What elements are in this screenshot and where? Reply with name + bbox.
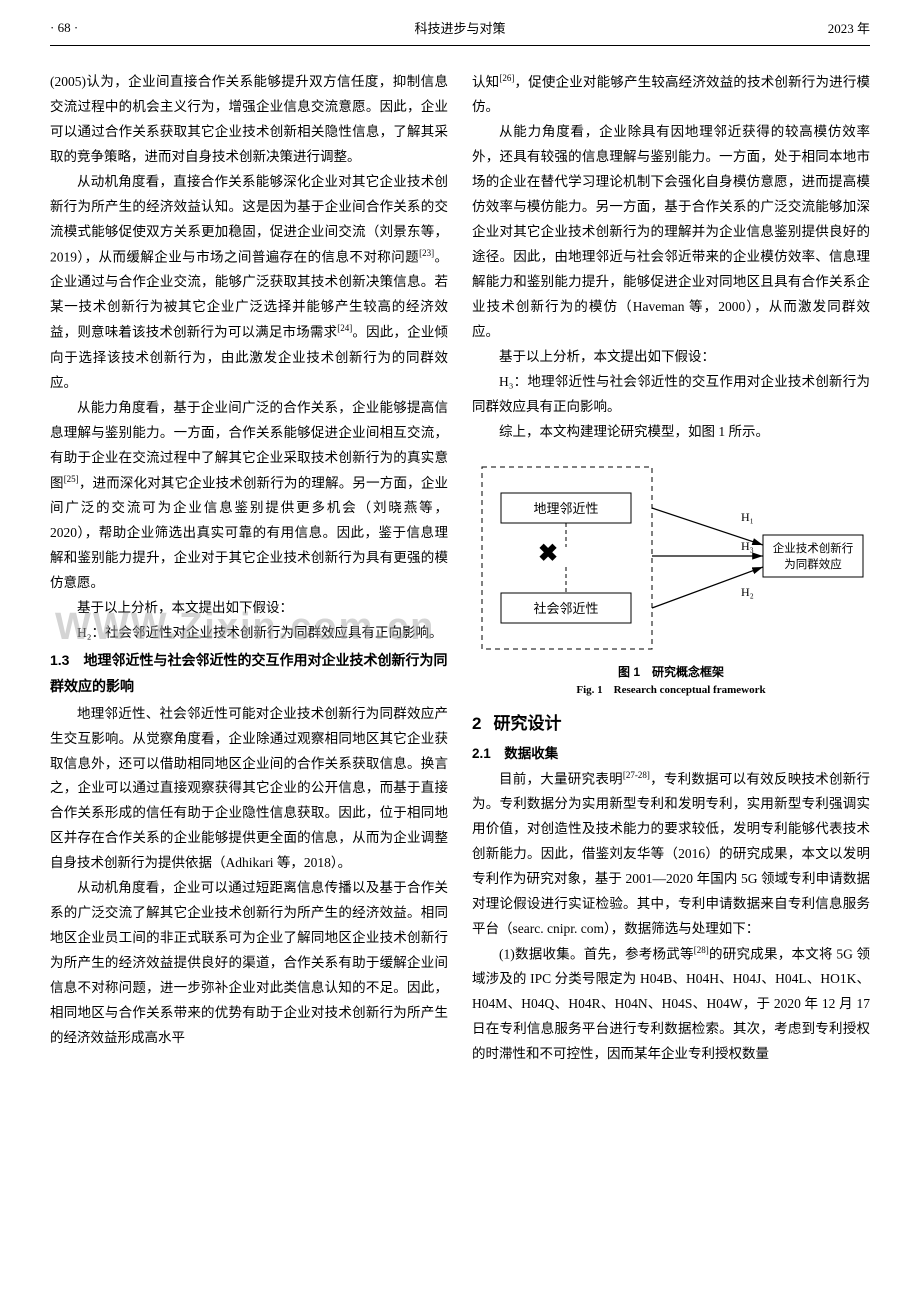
para-r6-b: ，专利数据可以有效反映技术创新行为。专利数据分为实用新型专利和发明专利，实用新型…: [472, 771, 870, 936]
para-r6-a: 目前，大量研究表明: [499, 771, 623, 786]
ref-25: [25]: [64, 474, 79, 484]
para-l3: 从能力角度看，基于企业间广泛的合作关系，企业能够提高信息理解与鉴别能力。一方面，…: [50, 396, 448, 596]
para-r6: 目前，大量研究表明[27-28]，专利数据可以有效反映技术创新行为。专利数据分为…: [472, 767, 870, 942]
para-l3-b: ，进而深化对其它企业技术创新行为的理解。另一方面，企业间广泛的交流可为企业信息鉴…: [50, 475, 448, 590]
ref-23: [23]: [419, 248, 434, 258]
outcome-box-label-1: 企业技术创新行: [773, 541, 854, 555]
label-h2: H₂: [741, 585, 754, 599]
ref-28: [28]: [694, 945, 709, 955]
header-year: 2023 年: [770, 18, 870, 37]
hypothesis-h3: H₃：地理邻近性与社会邻近性的交互作用对企业技术创新行为同群效应具有正向影响。: [472, 370, 870, 420]
section-2-num: 2: [472, 714, 481, 734]
para-l6: 地理邻近性、社会邻近性可能对企业技术创新行为同群效应产生交互影响。从觉察角度看，…: [50, 702, 448, 877]
para-r1: 认知[26]，促使企业对能够产生较高经济效益的技术创新行为进行模仿。: [472, 70, 870, 120]
label-h3: H₃: [741, 539, 754, 553]
para-r1-b: ，促使企业对能够产生较高经济效益的技术创新行为进行模仿。: [472, 75, 870, 115]
hypothesis-h2: H₂：社会邻近性对企业技术创新行为同群效应具有正向影响。: [50, 621, 448, 646]
figure-1: ✖ 地理邻近性 社会邻近性 企业技术创新行 为同群效应: [472, 459, 870, 699]
header-rule: [50, 45, 870, 46]
para-l1: (2005)认为，企业间直接合作关系能够提升双方信任度，抑制信息交流过程中的机会…: [50, 70, 448, 170]
para-r1-a: 认知: [472, 75, 499, 90]
section-2-title: 2 研究设计: [472, 709, 870, 734]
page-number: · 68 ·: [50, 20, 150, 36]
section-2-1-title: 2.1 数据收集: [472, 742, 870, 767]
text-columns: (2005)认为，企业间直接合作关系能够提升双方信任度，抑制信息交流过程中的机会…: [50, 70, 870, 1067]
para-r3: 基于以上分析，本文提出如下假设：: [472, 345, 870, 370]
outcome-box-label-2: 为同群效应: [784, 557, 842, 571]
figure-1-caption-en: Fig. 1 Research conceptual framework: [472, 682, 870, 699]
ref-24: [24]: [337, 323, 352, 333]
journal-title: 科技进步与对策: [150, 18, 770, 37]
para-r7-a: (1)数据收集。首先，参考杨武等: [499, 946, 694, 961]
para-l2-a: 从动机角度看，直接合作关系能够深化企业对其它企业技术创新行为所产生的经济效益认知…: [50, 174, 448, 264]
page-header: · 68 · 科技进步与对策 2023 年: [50, 18, 870, 37]
para-l7: 从动机角度看，企业可以通过短距离信息传播以及基于合作关系的广泛交流了解其它企业技…: [50, 876, 448, 1051]
para-l2: 从动机角度看，直接合作关系能够深化企业对其它企业技术创新行为所产生的经济效益认知…: [50, 170, 448, 396]
section-2-text: 研究设计: [493, 714, 561, 733]
para-r5: 综上，本文构建理论研究模型，如图 1 所示。: [472, 420, 870, 445]
ref-26: [26]: [499, 73, 514, 83]
para-l4: 基于以上分析，本文提出如下假设：: [50, 596, 448, 621]
section-1-3-title: 1.3 地理邻近性与社会邻近性的交互作用对企业技术创新行为同群效应的影响: [50, 648, 448, 700]
figure-1-svg: 地理邻近性 社会邻近性 企业技术创新行 为同群效应: [477, 459, 865, 659]
ref-27-28: [27-28]: [623, 770, 650, 780]
left-column: (2005)认为，企业间直接合作关系能够提升双方信任度，抑制信息交流过程中的机会…: [50, 70, 448, 1067]
para-r7: (1)数据收集。首先，参考杨武等[28]的研究成果，本文将 5G 领域涉及的 I…: [472, 942, 870, 1067]
para-r2: 从能力角度看，企业除具有因地理邻近获得的较高模仿效率外，还具有较强的信息理解与鉴…: [472, 120, 870, 345]
right-column: 认知[26]，促使企业对能够产生较高经济效益的技术创新行为进行模仿。 从能力角度…: [472, 70, 870, 1067]
geo-box-label: 地理邻近性: [533, 501, 598, 516]
page: · 68 · 科技进步与对策 2023 年 (2005)认为，企业间直接合作关系…: [50, 18, 870, 1067]
para-r7-b: 的研究成果，本文将 5G 领域涉及的 IPC 分类号限定为 H04B、H04H、…: [472, 946, 870, 1061]
social-box-label: 社会邻近性: [533, 601, 598, 616]
label-h1: H₁: [741, 510, 754, 524]
figure-1-caption-cn: 图 1 研究概念框架: [472, 663, 870, 682]
